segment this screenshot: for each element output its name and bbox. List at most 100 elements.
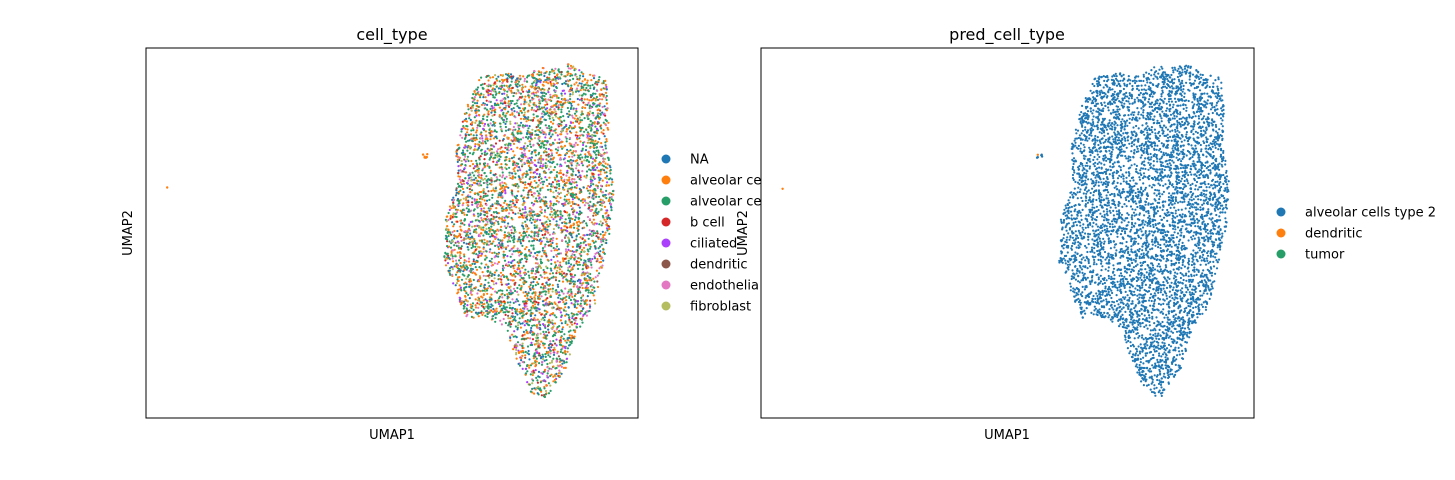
scatter-point bbox=[491, 105, 494, 108]
scatter-point bbox=[556, 163, 559, 166]
scatter-point bbox=[531, 338, 535, 341]
scatter-point bbox=[546, 297, 549, 300]
scatter-point bbox=[550, 258, 553, 261]
scatter-point bbox=[496, 152, 499, 155]
scatter-point bbox=[512, 128, 515, 132]
scatter-point bbox=[546, 223, 549, 226]
scatter-point bbox=[581, 149, 584, 152]
scatter-point bbox=[569, 93, 572, 96]
scatter-point bbox=[588, 99, 591, 102]
scatter-point bbox=[533, 234, 536, 237]
scatter-point bbox=[494, 108, 497, 111]
scatter-point bbox=[476, 212, 480, 215]
scatter-point bbox=[455, 264, 458, 267]
scatter-point bbox=[580, 317, 584, 320]
scatter-point bbox=[583, 234, 586, 237]
scatter-point bbox=[541, 357, 545, 361]
scatter-point bbox=[544, 176, 547, 179]
scatter-point bbox=[496, 262, 499, 265]
scatter-point bbox=[560, 94, 564, 97]
scatter-point bbox=[496, 79, 499, 82]
scatter-point bbox=[451, 215, 454, 219]
scatter-point bbox=[580, 299, 583, 302]
scatter-point bbox=[547, 291, 550, 294]
scatter-point bbox=[530, 326, 533, 330]
scatter-point bbox=[604, 147, 608, 150]
scatter-point bbox=[460, 247, 463, 250]
scatter-point bbox=[465, 233, 468, 236]
scatter-point bbox=[600, 266, 603, 269]
scatter-point bbox=[476, 182, 479, 185]
scatter-point bbox=[486, 292, 489, 295]
scatter-point bbox=[595, 149, 598, 152]
scatter-point bbox=[588, 204, 591, 207]
scatter-point bbox=[502, 264, 505, 267]
scatter-point bbox=[513, 91, 516, 95]
scatter-point bbox=[521, 83, 524, 86]
scatter-point bbox=[552, 168, 555, 172]
scatter-point bbox=[507, 317, 510, 320]
scatter-point bbox=[516, 198, 520, 202]
scatter-point bbox=[469, 220, 472, 224]
scatter-point bbox=[475, 200, 478, 203]
scatter-point bbox=[600, 257, 603, 260]
scatter-point bbox=[483, 113, 486, 116]
scatter-point bbox=[507, 278, 510, 281]
scatter-point bbox=[505, 84, 508, 87]
scatter-point bbox=[584, 89, 587, 92]
scatter-point bbox=[550, 367, 553, 371]
scatter-point bbox=[492, 211, 495, 214]
scatter-point bbox=[570, 126, 573, 129]
scatter-point bbox=[468, 117, 471, 120]
scatter-point bbox=[536, 73, 539, 76]
scatter-point bbox=[602, 160, 606, 163]
scatter-point bbox=[604, 118, 607, 121]
scatter-point bbox=[597, 247, 600, 250]
scatter-point bbox=[542, 323, 545, 326]
scatter-point bbox=[584, 153, 587, 156]
scatter-point bbox=[572, 222, 575, 225]
scatter-point bbox=[495, 99, 498, 102]
scatter-point bbox=[568, 334, 571, 337]
scatter-point bbox=[517, 140, 520, 143]
scatter-point bbox=[490, 177, 493, 180]
scatter-point bbox=[538, 277, 541, 281]
scatter-point bbox=[463, 268, 466, 271]
scatter-point bbox=[547, 218, 550, 221]
scatter-point bbox=[545, 202, 548, 205]
scatter-point bbox=[535, 363, 538, 366]
scatter-point bbox=[505, 208, 509, 212]
scatter-point bbox=[537, 370, 541, 373]
scatter-point bbox=[556, 195, 559, 198]
scatter-point bbox=[479, 311, 483, 314]
scatter-point bbox=[485, 263, 488, 266]
scatter-point bbox=[578, 261, 581, 264]
scatter-point bbox=[475, 179, 478, 182]
scatter-point bbox=[568, 257, 571, 260]
scatter-point bbox=[590, 284, 593, 287]
scatter-point bbox=[489, 271, 492, 274]
scatter-point bbox=[455, 154, 458, 157]
scatter-point bbox=[482, 242, 485, 245]
scatter-point bbox=[544, 162, 547, 165]
scatter-point bbox=[493, 256, 496, 259]
scatter-point bbox=[518, 91, 521, 94]
scatter-point bbox=[510, 91, 513, 94]
scatter-point bbox=[501, 92, 504, 95]
scatter-point bbox=[513, 258, 516, 262]
scatter-point bbox=[578, 122, 581, 125]
scatter-point bbox=[588, 123, 591, 126]
scatter-point bbox=[554, 67, 557, 70]
scatter-point bbox=[563, 303, 566, 306]
scatter-point bbox=[489, 309, 492, 312]
scatter-point bbox=[572, 282, 576, 286]
scatter-point bbox=[470, 189, 474, 192]
scatter-point bbox=[458, 259, 461, 262]
scatter-point bbox=[555, 242, 558, 245]
scatter-point bbox=[553, 186, 557, 189]
scatter-point bbox=[563, 228, 566, 231]
scatter-point bbox=[492, 187, 495, 190]
scatter-point bbox=[584, 244, 588, 247]
scatter-point bbox=[540, 112, 544, 115]
scatter-point bbox=[547, 147, 550, 151]
